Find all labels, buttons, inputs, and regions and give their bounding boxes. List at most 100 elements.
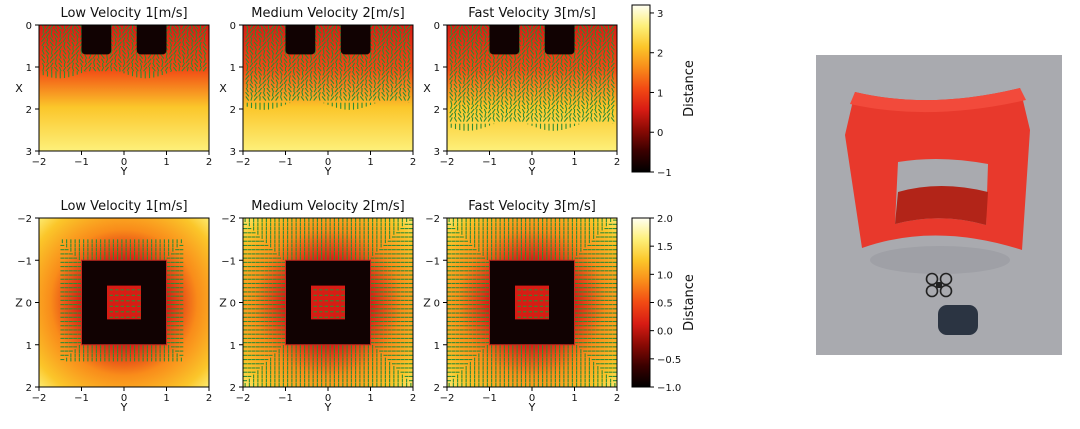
vector-arrow [589,62,594,68]
vector-arrow [364,54,369,59]
vector-arrow [572,83,577,89]
vector-arrow [318,41,321,47]
vector-arrow [585,112,590,118]
vector-arrow [110,66,113,72]
vector-arrow [182,54,185,59]
vector-arrow [385,49,390,55]
vector-arrow [560,100,564,106]
vector-arrow [471,41,474,47]
vector-arrow [169,29,172,34]
vector-arrow [75,41,79,47]
vector-arrow [202,28,207,34]
x-tick-label: 2 [206,393,212,404]
vector-arrow [590,117,593,122]
vector-arrow [369,75,372,80]
vector-arrow [194,45,199,51]
vector-arrow [190,62,194,68]
vector-arrow [296,54,301,59]
vector-arrow [368,66,373,72]
vector-arrow [602,96,607,101]
vector-arrow [394,54,398,59]
vector-arrow [270,62,275,68]
vector-arrow [534,25,539,30]
vector-arrow [169,41,173,47]
vector-arrow [245,37,250,43]
vector-arrow [504,58,509,64]
vector-arrow [547,87,551,93]
vector-arrow [250,54,253,59]
vector-arrow [280,58,283,63]
vector-arrow [317,66,322,72]
vector-arrow [75,28,80,34]
vector-arrow [577,117,580,122]
vector-arrow [50,45,54,51]
vector-arrow [597,108,603,114]
vector-arrow [449,54,454,59]
vector-arrow [589,25,594,30]
vector-arrow [470,87,475,93]
vector-arrow [607,96,610,101]
vector-arrow [602,37,606,43]
y-tick-label: 2 [26,105,32,116]
vector-arrow [458,70,462,76]
vector-arrow [462,45,466,51]
vector-arrow [245,33,250,38]
vector-arrow [364,75,368,80]
vector-arrow [487,70,492,76]
vector-arrow [326,45,330,51]
vector-arrow [258,28,262,34]
vector-arrow [194,66,198,72]
vector-arrow [58,66,62,72]
vector-arrow [113,49,118,55]
vector-arrow [466,117,471,122]
vector-arrow [249,79,254,85]
vector-arrow [449,37,454,43]
vector-arrow [49,41,54,47]
vector-arrow [526,70,530,76]
vector-arrow [474,66,479,72]
vector-arrow [313,91,318,97]
vector-arrow [580,28,586,34]
vector-arrow [542,83,547,89]
vector-arrow [182,37,185,42]
vector-arrow [492,54,496,59]
vector-arrow [338,79,343,85]
vector-arrow [449,75,454,80]
obstacle-post [285,25,316,55]
vector-arrow [122,37,126,43]
vector-arrow [406,83,411,89]
vector-arrow [530,108,534,114]
vector-arrow [458,83,461,89]
vector-arrow [590,37,593,42]
vector-arrow [347,83,352,89]
vector-arrow [245,75,250,80]
vector-arrow [497,104,499,110]
vector-arrow [611,87,615,93]
vector-arrow [534,83,539,89]
vector-arrow [529,49,535,55]
vector-arrow [288,54,292,59]
vector-arrow [339,71,342,76]
vector-arrow [390,33,393,38]
vector-arrow [470,28,475,34]
vector-arrow [547,58,551,64]
vector-arrow [97,54,100,59]
vector-arrow [130,54,135,59]
vector-arrow [593,112,598,118]
vector-arrow [479,25,483,30]
vector-arrow [572,117,577,122]
vector-arrow [572,100,577,106]
vector-arrow [389,75,394,80]
vector-arrow [538,75,543,80]
vector-arrow [343,96,347,101]
vector-arrow [597,49,603,55]
vector-arrow [577,66,581,72]
vector-arrow [300,66,305,72]
vector-arrow [606,104,611,110]
vector-arrow [198,33,203,38]
vector-arrow [513,79,517,85]
vector-arrow [267,41,270,47]
vector-arrow [602,66,606,72]
vector-arrow [368,83,373,89]
vector-arrow [610,100,615,106]
